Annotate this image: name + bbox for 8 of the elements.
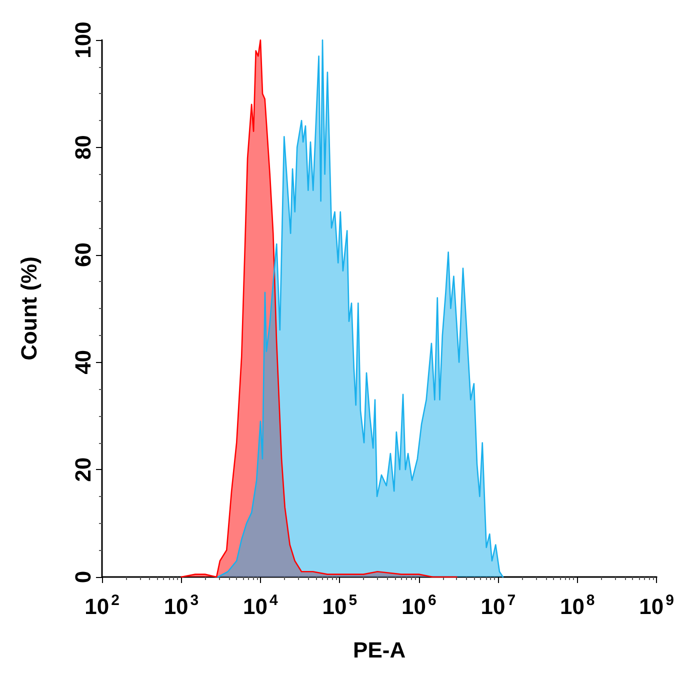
- y-tick-label: 20: [70, 457, 96, 482]
- y-tick-label: 100: [70, 22, 96, 58]
- y-tick-label: 80: [70, 135, 96, 160]
- y-tick-label: 0: [70, 570, 96, 584]
- y-tick-label: 40: [70, 350, 96, 374]
- y-axis-title: Count (%): [16, 256, 42, 360]
- y-tick-label: 60: [70, 242, 96, 268]
- x-axis-title: PE-A: [353, 638, 406, 662]
